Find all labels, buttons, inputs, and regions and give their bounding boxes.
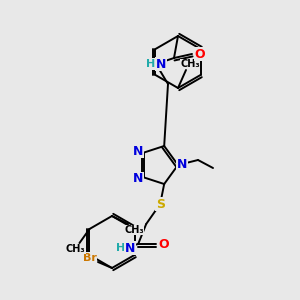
Text: S: S bbox=[156, 197, 165, 211]
Text: N: N bbox=[133, 172, 143, 185]
Text: CH₃: CH₃ bbox=[124, 225, 144, 235]
Text: H: H bbox=[146, 59, 156, 69]
Text: N: N bbox=[133, 145, 143, 158]
Text: CH₃: CH₃ bbox=[66, 244, 85, 254]
Text: CH₃: CH₃ bbox=[180, 59, 200, 69]
Text: O: O bbox=[159, 238, 169, 250]
Text: N: N bbox=[177, 158, 187, 172]
Text: O: O bbox=[195, 47, 205, 61]
Text: N: N bbox=[156, 58, 166, 70]
Text: N: N bbox=[125, 242, 135, 254]
Text: H: H bbox=[116, 243, 125, 253]
Text: Br: Br bbox=[83, 253, 97, 263]
